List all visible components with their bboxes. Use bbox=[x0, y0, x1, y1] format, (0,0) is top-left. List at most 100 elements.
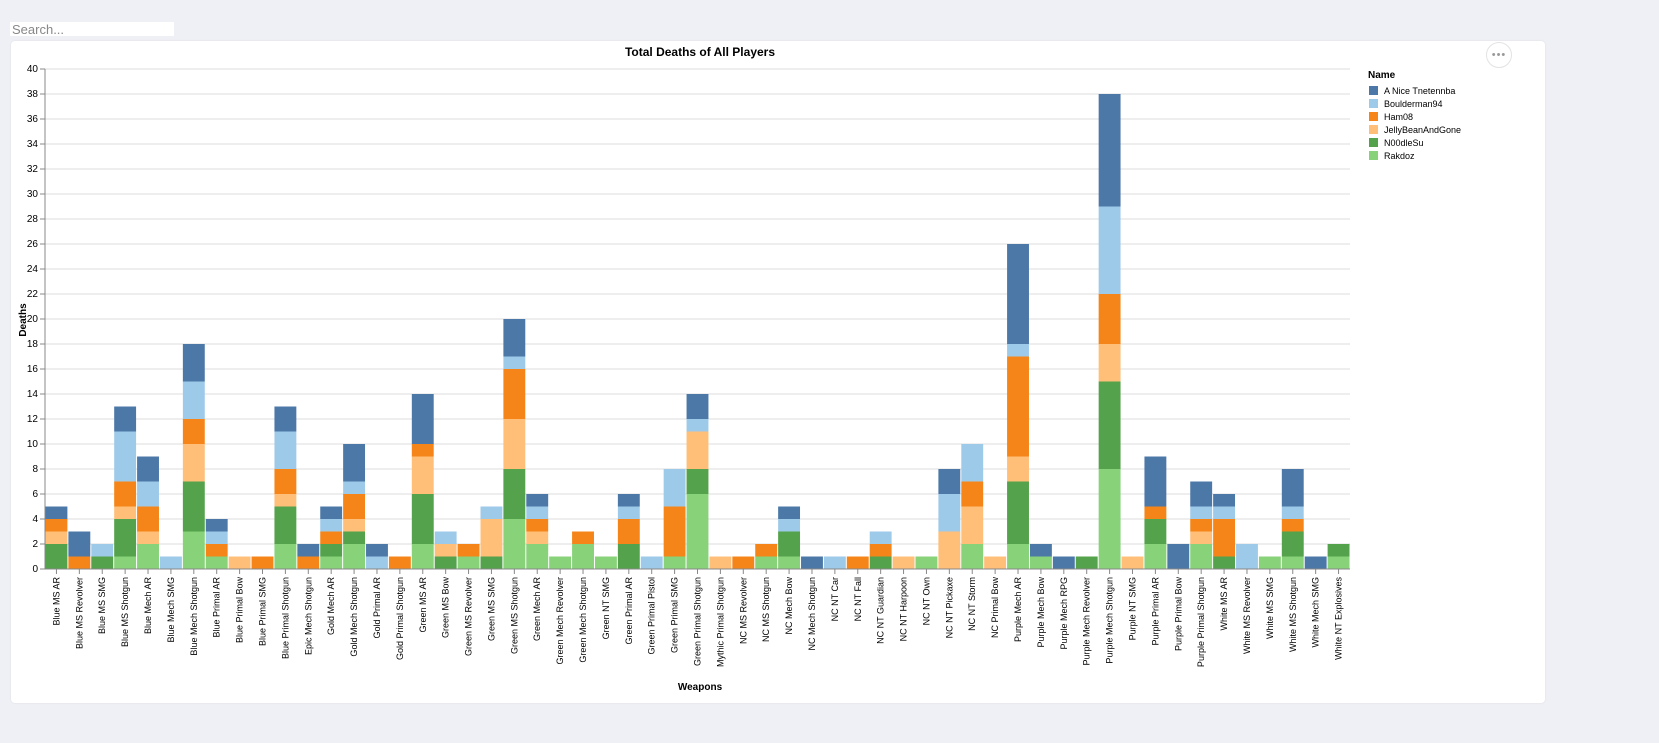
bar-segment[interactable] bbox=[1281, 469, 1304, 507]
bar-segment[interactable] bbox=[297, 556, 320, 570]
bar-segment[interactable] bbox=[114, 431, 137, 482]
bar-segment[interactable] bbox=[938, 494, 961, 532]
bar-segment[interactable] bbox=[45, 519, 68, 532]
legend-swatch[interactable] bbox=[1369, 151, 1378, 160]
bar-segment[interactable] bbox=[1190, 519, 1213, 532]
bar-segment[interactable] bbox=[182, 481, 205, 532]
bar-segment[interactable] bbox=[320, 556, 343, 570]
legend-label[interactable]: Rakdoz bbox=[1384, 151, 1415, 161]
bar-segment[interactable] bbox=[892, 556, 915, 570]
bar-segment[interactable] bbox=[1007, 244, 1029, 344]
legend-swatch[interactable] bbox=[1369, 125, 1378, 134]
bar-segment[interactable] bbox=[1007, 356, 1029, 457]
legend-swatch[interactable] bbox=[1369, 112, 1378, 121]
bar-segment[interactable] bbox=[1190, 531, 1213, 545]
bar-segment[interactable] bbox=[1258, 556, 1281, 570]
bar-segment[interactable] bbox=[137, 481, 159, 507]
bar-segment[interactable] bbox=[961, 544, 984, 569]
bar-segment[interactable] bbox=[869, 556, 892, 570]
bar-segment[interactable] bbox=[732, 556, 755, 570]
bar-segment[interactable] bbox=[45, 531, 68, 545]
bar-segment[interactable] bbox=[1007, 344, 1029, 357]
bar-segment[interactable] bbox=[961, 444, 984, 482]
bar-segment[interactable] bbox=[503, 469, 526, 519]
bar-segment[interactable] bbox=[778, 556, 801, 570]
bar-segment[interactable] bbox=[526, 506, 549, 520]
legend-label[interactable]: N00dleSu bbox=[1384, 138, 1424, 148]
legend-label[interactable]: JellyBeanAndGone bbox=[1384, 125, 1461, 135]
bar-segment[interactable] bbox=[1190, 481, 1213, 507]
bar-segment[interactable] bbox=[686, 494, 709, 569]
bar-segment[interactable] bbox=[457, 544, 480, 557]
bar-segment[interactable] bbox=[137, 544, 159, 569]
bar-segment[interactable] bbox=[1327, 556, 1350, 570]
bar-segment[interactable] bbox=[1144, 544, 1167, 569]
bar-segment[interactable] bbox=[320, 519, 343, 532]
bar-segment[interactable] bbox=[526, 519, 549, 532]
bar-segment[interactable] bbox=[617, 544, 640, 569]
legend-label[interactable]: A Nice Tnetennba bbox=[1384, 86, 1455, 96]
bar-segment[interactable] bbox=[366, 544, 388, 557]
bar-segment[interactable] bbox=[1098, 206, 1121, 295]
bar-segment[interactable] bbox=[182, 344, 205, 382]
bar-segment[interactable] bbox=[1098, 294, 1121, 344]
bar-segment[interactable] bbox=[68, 531, 91, 557]
bar-segment[interactable] bbox=[343, 531, 366, 545]
bar-segment[interactable] bbox=[755, 556, 778, 570]
bar-segment[interactable] bbox=[91, 544, 114, 557]
bar-segment[interactable] bbox=[434, 544, 457, 557]
bar-segment[interactable] bbox=[480, 506, 503, 520]
bar-segment[interactable] bbox=[182, 531, 205, 570]
bar-segment[interactable] bbox=[503, 419, 526, 469]
bar-segment[interactable] bbox=[503, 319, 526, 357]
bar-segment[interactable] bbox=[1098, 469, 1121, 569]
bar-segment[interactable] bbox=[1236, 544, 1258, 569]
bar-segment[interactable] bbox=[526, 494, 549, 507]
bar-segment[interactable] bbox=[320, 544, 343, 557]
bar-segment[interactable] bbox=[274, 544, 297, 569]
bar-segment[interactable] bbox=[1213, 556, 1236, 570]
bar-segment[interactable] bbox=[274, 406, 297, 432]
bar-segment[interactable] bbox=[686, 394, 709, 419]
bar-segment[interactable] bbox=[205, 556, 228, 570]
bar-segment[interactable] bbox=[114, 506, 137, 520]
bar-segment[interactable] bbox=[1281, 506, 1304, 520]
bar-segment[interactable] bbox=[274, 506, 297, 545]
bar-segment[interactable] bbox=[1121, 556, 1144, 570]
bar-segment[interactable] bbox=[68, 556, 91, 570]
bar-segment[interactable] bbox=[686, 469, 709, 494]
legend-swatch[interactable] bbox=[1369, 86, 1378, 95]
bar-segment[interactable] bbox=[114, 481, 137, 507]
bar-segment[interactable] bbox=[1190, 506, 1213, 520]
bar-segment[interactable] bbox=[343, 481, 366, 495]
bar-segment[interactable] bbox=[114, 406, 137, 432]
bar-segment[interactable] bbox=[1281, 556, 1304, 570]
bar-segment[interactable] bbox=[526, 544, 549, 569]
bar-segment[interactable] bbox=[91, 556, 114, 570]
bar-segment[interactable] bbox=[411, 456, 434, 495]
bar-segment[interactable] bbox=[411, 394, 434, 444]
bar-segment[interactable] bbox=[343, 444, 366, 482]
bar-segment[interactable] bbox=[434, 556, 457, 570]
more-options-button[interactable]: ••• bbox=[1486, 42, 1512, 68]
bar-segment[interactable] bbox=[274, 469, 297, 494]
bar-segment[interactable] bbox=[1029, 556, 1052, 570]
bar-segment[interactable] bbox=[159, 556, 182, 570]
bar-segment[interactable] bbox=[961, 506, 984, 545]
bar-segment[interactable] bbox=[1029, 544, 1052, 557]
bar-segment[interactable] bbox=[663, 469, 686, 507]
bar-segment[interactable] bbox=[938, 469, 961, 494]
bar-segment[interactable] bbox=[503, 369, 526, 419]
bar-segment[interactable] bbox=[320, 531, 343, 545]
bar-segment[interactable] bbox=[251, 556, 274, 570]
bar-segment[interactable] bbox=[411, 544, 434, 569]
bar-segment[interactable] bbox=[617, 519, 640, 544]
bar-segment[interactable] bbox=[915, 556, 938, 570]
bar-segment[interactable] bbox=[274, 431, 297, 470]
bar-segment[interactable] bbox=[45, 544, 68, 569]
bar-segment[interactable] bbox=[1213, 519, 1236, 557]
bar-segment[interactable] bbox=[503, 519, 526, 569]
search-input[interactable] bbox=[10, 22, 174, 36]
legend-label[interactable]: Boulderman94 bbox=[1384, 99, 1443, 109]
bar-segment[interactable] bbox=[1007, 456, 1029, 482]
